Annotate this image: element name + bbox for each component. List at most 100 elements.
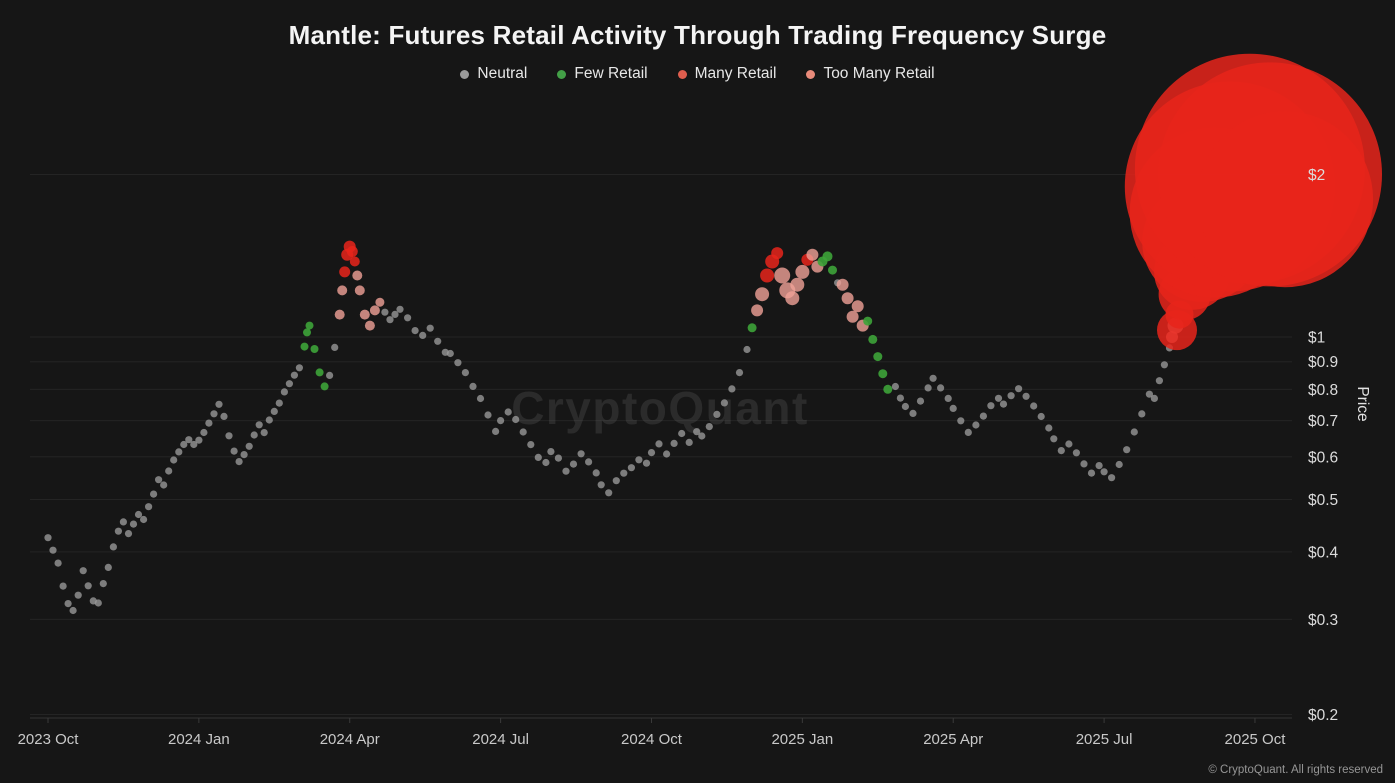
scatter-point [760, 268, 775, 283]
scatter-point [577, 450, 585, 458]
scatter-point [1015, 385, 1023, 393]
scatter-point [230, 447, 238, 455]
scatter-point [1197, 111, 1374, 288]
scatter-point [698, 432, 706, 440]
scatter-point [994, 394, 1003, 402]
scatter-point [334, 309, 345, 320]
scatter-point [1160, 361, 1168, 369]
scatter-point [331, 343, 339, 351]
scatter-point [160, 481, 168, 489]
scatter-point [863, 316, 873, 326]
svg-text:$0.2: $0.2 [1308, 707, 1338, 724]
scatter-point [771, 247, 784, 260]
scatter-point [655, 440, 663, 448]
scatter-point [64, 600, 72, 608]
scatter-point [1045, 424, 1053, 432]
scatter-point [554, 454, 563, 462]
scatter-point [349, 256, 360, 267]
scatter-point [785, 291, 800, 306]
scatter-point [69, 606, 77, 615]
scatter-point [883, 384, 893, 394]
scatter-point [346, 246, 358, 257]
scatter-point [315, 368, 324, 377]
scatter-point [527, 441, 535, 449]
scatter-point [612, 477, 620, 485]
svg-text:$0.7: $0.7 [1308, 413, 1338, 430]
scatter-point [987, 402, 995, 410]
scatter-point [352, 270, 363, 281]
scatter-point [235, 458, 243, 466]
scatter-point [215, 400, 223, 408]
scatter-point [663, 450, 671, 458]
scatter-point [828, 265, 837, 275]
scatter-point [404, 314, 412, 322]
scatter-point [260, 429, 268, 437]
scatter-point [512, 415, 520, 424]
scatter-point [99, 580, 107, 588]
legend-item-many-retail[interactable]: Many Retail [677, 65, 776, 83]
scatter-point [635, 456, 643, 464]
scatter-point [937, 384, 945, 392]
scatter-point [119, 518, 127, 526]
scatter-point [245, 442, 253, 450]
scatter-point [685, 438, 693, 446]
scatter-point [305, 321, 314, 330]
scatter-point [999, 400, 1008, 408]
scatter-point [964, 428, 972, 436]
scatter-point [735, 369, 744, 377]
scatter-point [642, 459, 651, 467]
scatter-point [270, 407, 278, 415]
scatter-point [303, 328, 311, 337]
legend-item-few-retail[interactable]: Few Retail [557, 65, 648, 83]
scatter-point [145, 503, 153, 511]
scatter-point [1150, 394, 1158, 402]
scatter-point [265, 416, 273, 424]
scatter-point [1108, 474, 1116, 482]
scatter-point [134, 510, 143, 519]
scatter-point [150, 490, 158, 498]
scatter-point [728, 385, 736, 393]
svg-text:$0.4: $0.4 [1308, 544, 1339, 561]
scatter-point [391, 310, 399, 318]
scatter-point [1145, 390, 1153, 398]
scatter-point [1022, 392, 1030, 400]
scatter-point [1138, 410, 1146, 418]
scatter-point [381, 308, 389, 316]
legend-dot-icon [460, 69, 470, 79]
legend-dot-icon [806, 69, 816, 79]
scatter-point [140, 515, 148, 524]
legend-dot-icon [557, 69, 567, 79]
y-axis-labels: $2 $1 $0.9 $0.8 $0.7 $0.6 $0.5 $0.4 $0.3 $0.2 [1308, 167, 1339, 724]
scatter-point [534, 453, 542, 461]
scatter-point [104, 563, 112, 572]
scatter-point [720, 399, 729, 407]
scatter-point [210, 410, 218, 418]
chart-legend: Neutral Few Retail Many Retail Too Many Ret… [0, 65, 1395, 83]
scatter-point [295, 364, 303, 372]
scatter-point [562, 467, 570, 475]
scatter-point [94, 599, 102, 607]
svg-text:2024 Oct: 2024 Oct [621, 731, 683, 748]
scatter-point [1057, 447, 1065, 455]
svg-text:$1: $1 [1308, 330, 1325, 347]
watermark-text: CryptoQuant [511, 382, 809, 434]
scatter-point [1095, 462, 1103, 470]
scatter-point [841, 292, 854, 305]
scatter-point [774, 267, 791, 284]
scatter-point [605, 489, 613, 497]
copyright-footer: © CryptoQuant. All rights reserved [1208, 764, 1383, 776]
legend-item-too-many-retail[interactable]: Too Many Retail [806, 65, 935, 83]
scatter-point [1130, 428, 1138, 436]
scatter-point [851, 300, 864, 313]
scatter-point [220, 412, 228, 420]
legend-item-neutral[interactable]: Neutral [460, 65, 527, 83]
scatter-point [79, 567, 87, 575]
scatter-point [822, 251, 833, 262]
scatter-point [1007, 392, 1015, 400]
scatter-point [569, 460, 578, 468]
scatter-point [369, 305, 380, 316]
scatter-point [396, 305, 404, 313]
scatter-point [585, 458, 593, 466]
scatter-point [949, 404, 957, 412]
svg-text:2024 Jul: 2024 Jul [472, 731, 529, 748]
